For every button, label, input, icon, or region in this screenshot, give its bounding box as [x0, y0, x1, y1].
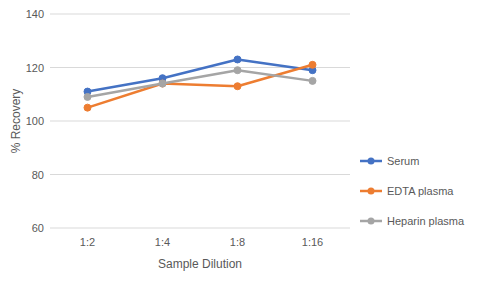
- series-marker: [84, 93, 91, 100]
- series-marker: [234, 67, 241, 74]
- legend-marker: [368, 158, 375, 165]
- series-group: [84, 56, 316, 111]
- y-axis-title: % Recovery: [9, 89, 23, 154]
- series-marker: [159, 80, 166, 87]
- x-tick-label: 1:4: [155, 236, 170, 248]
- y-tick-label: 140: [26, 8, 44, 20]
- legend-label: Serum: [387, 155, 419, 167]
- series-line: [88, 70, 313, 97]
- grid-line: [50, 174, 350, 175]
- series-marker: [309, 61, 316, 68]
- series-line: [88, 65, 313, 108]
- x-tick-label: 1:2: [80, 236, 95, 248]
- series-marker: [159, 80, 166, 87]
- legend-marker: [368, 188, 375, 195]
- chart-container: 60 80 100 120 140 1:2 1:4 1:8 1:16 Sample Dilutio…: [0, 0, 480, 289]
- series-marker: [84, 104, 91, 111]
- y-tick-label: 60: [32, 222, 44, 234]
- y-tick-label: 100: [26, 115, 44, 127]
- grid-line: [50, 14, 350, 15]
- x-tick-label: 1:16: [302, 236, 323, 248]
- chart-svg: 60 80 100 120 140 1:2 1:4 1:8 1:16 Sample Dilutio…: [0, 0, 480, 289]
- x-tick-label: 1:8: [230, 236, 245, 248]
- legend-label: EDTA plasma: [387, 185, 454, 197]
- series-marker: [234, 56, 241, 63]
- legend-marker: [368, 218, 375, 225]
- y-tick-label: 80: [32, 169, 44, 181]
- grid-line: [50, 228, 350, 229]
- legend-label: Heparin plasma: [387, 215, 465, 227]
- series-marker: [309, 77, 316, 84]
- series-marker: [234, 83, 241, 90]
- y-tick-label: 120: [26, 62, 44, 74]
- grid-line: [50, 121, 350, 122]
- x-axis-title: Sample Dilution: [158, 257, 242, 271]
